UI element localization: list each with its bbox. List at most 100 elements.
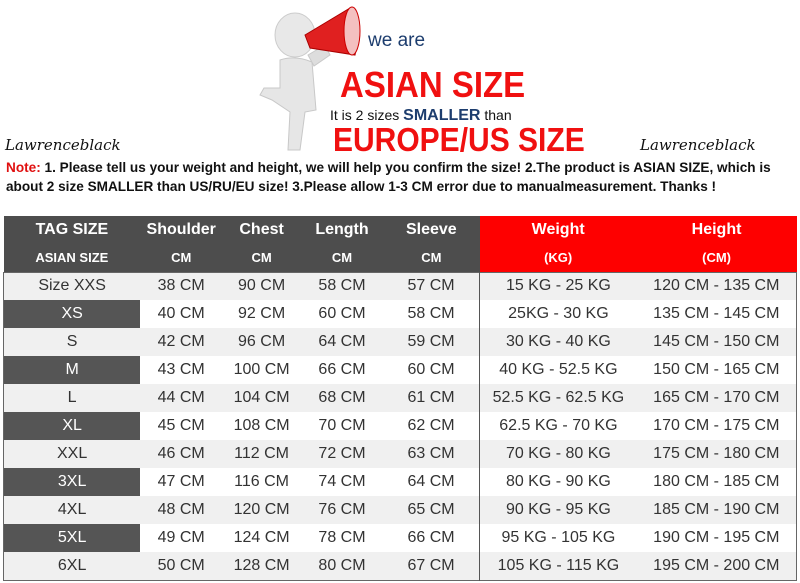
cell-sleeve: 60 CM (382, 356, 480, 384)
cell-shoulder: 40 CM (140, 300, 223, 328)
cell-shoulder: 43 CM (140, 356, 223, 384)
cell-length: 68 CM (301, 384, 383, 412)
header-tag-size: TAG SIZE (3, 216, 141, 244)
cell-height: 145 CM - 150 CM (636, 328, 797, 356)
cell-sleeve: 62 CM (382, 412, 480, 440)
cell-weight: 15 KG - 25 KG (479, 272, 637, 300)
cell-length: 80 CM (301, 552, 383, 580)
cell-chest: 104 CM (222, 384, 302, 412)
megaphone-figure-illustration (259, 6, 361, 151)
cell-height: 190 CM - 195 CM (636, 524, 797, 552)
table-row: 5XL 49 CM 124 CM 78 CM 66 CM 95 KG - 105 KG 19… (3, 524, 797, 552)
cell-chest: 128 CM (222, 552, 302, 580)
cell-length: 66 CM (301, 356, 383, 384)
cell-weight: 70 KG - 80 KG (479, 440, 637, 468)
cell-sleeve: 63 CM (382, 440, 480, 468)
table-row: XL 45 CM 108 CM 70 CM 62 CM 62.5 KG - 70 KG 17… (3, 412, 797, 440)
header-chest: Chest (222, 216, 302, 244)
header-sleeve: Sleeve (382, 216, 480, 244)
size-note: Note: 1. Please tell us your weight and … (6, 158, 796, 196)
cell-tag-size: S (3, 328, 141, 356)
header-tag-size: ASIAN SIZE (3, 244, 141, 272)
table-row: S 42 CM 96 CM 64 CM 59 CM 30 KG - 40 KG 145 CM… (3, 328, 797, 356)
cell-weight: 62.5 KG - 70 KG (479, 412, 637, 440)
header-sleeve: CM (382, 244, 480, 272)
cell-chest: 96 CM (222, 328, 302, 356)
cell-length: 78 CM (301, 524, 383, 552)
subtitle-pre: It is 2 sizes (330, 107, 400, 123)
cell-weight: 40 KG - 52.5 KG (479, 356, 637, 384)
cell-shoulder: 49 CM (140, 524, 223, 552)
cell-height: 195 CM - 200 CM (636, 552, 797, 580)
cell-shoulder: 42 CM (140, 328, 223, 356)
cell-shoulder: 48 CM (140, 496, 223, 524)
cell-weight: 90 KG - 95 KG (479, 496, 637, 524)
cell-tag-size: XS (3, 300, 141, 328)
cell-weight: 80 KG - 90 KG (479, 468, 637, 496)
cell-shoulder: 47 CM (140, 468, 223, 496)
brand-right: Lawrenceblack (640, 136, 756, 154)
cell-shoulder: 38 CM (140, 272, 223, 300)
cell-length: 60 CM (301, 300, 383, 328)
brand-left: Lawrenceblack (5, 136, 121, 154)
cell-length: 76 CM (301, 496, 383, 524)
cell-height: 150 CM - 165 CM (636, 356, 797, 384)
cell-shoulder: 44 CM (140, 384, 223, 412)
cell-chest: 120 CM (222, 496, 302, 524)
cell-tag-size: 6XL (3, 552, 141, 580)
cell-weight: 95 KG - 105 KG (479, 524, 637, 552)
header-weight: (KG) (479, 244, 637, 272)
europe-us-size-title: EUROPE/US SIZE (333, 122, 585, 159)
cell-chest: 124 CM (222, 524, 302, 552)
cell-chest: 116 CM (222, 468, 302, 496)
cell-height: 135 CM - 145 CM (636, 300, 797, 328)
table-row: XXL 46 CM 112 CM 72 CM 63 CM 70 KG - 80 KG 175… (3, 440, 797, 468)
table-row: L 44 CM 104 CM 68 CM 61 CM 52.5 KG - 62.5 KG 1… (3, 384, 797, 412)
cell-sleeve: 59 CM (382, 328, 480, 356)
cell-shoulder: 46 CM (140, 440, 223, 468)
cell-tag-size: 5XL (3, 524, 141, 552)
cell-height: 185 CM - 190 CM (636, 496, 797, 524)
header-shoulder: CM (140, 244, 223, 272)
cell-sleeve: 64 CM (382, 468, 480, 496)
note-text: 1. Please tell us your weight and height… (6, 160, 771, 194)
cell-length: 70 CM (301, 412, 383, 440)
cell-chest: 108 CM (222, 412, 302, 440)
header-row: ASIAN SIZE CM CM CM CM (KG) (CM) (3, 244, 797, 272)
header-row: TAG SIZE Shoulder Chest Length Sleeve Weight H… (3, 216, 797, 244)
cell-chest: 92 CM (222, 300, 302, 328)
cell-shoulder: 50 CM (140, 552, 223, 580)
we-are-text: we are (368, 30, 426, 51)
cell-tag-size: L (3, 384, 141, 412)
cell-chest: 112 CM (222, 440, 302, 468)
cell-height: 120 CM - 135 CM (636, 272, 797, 300)
cell-sleeve: 57 CM (382, 272, 480, 300)
cell-sleeve: 65 CM (382, 496, 480, 524)
cell-length: 72 CM (301, 440, 383, 468)
cell-tag-size: XXL (3, 440, 141, 468)
cell-height: 175 CM - 180 CM (636, 440, 797, 468)
header-shoulder: Shoulder (140, 216, 223, 244)
cell-length: 58 CM (301, 272, 383, 300)
cell-height: 180 CM - 185 CM (636, 468, 797, 496)
table-row: 6XL 50 CM 128 CM 80 CM 67 CM 105 KG - 115 KG 1… (3, 552, 797, 580)
table-row: XS 40 CM 92 CM 60 CM 58 CM 25KG - 30 KG 135 CM… (3, 300, 797, 328)
cell-sleeve: 61 CM (382, 384, 480, 412)
table-row: 4XL 48 CM 120 CM 76 CM 65 CM 90 KG - 95 KG 185… (3, 496, 797, 524)
cell-height: 165 CM - 170 CM (636, 384, 797, 412)
cell-weight: 105 KG - 115 KG (479, 552, 637, 580)
cell-tag-size: 4XL (3, 496, 141, 524)
cell-tag-size: 3XL (3, 468, 141, 496)
cell-shoulder: 45 CM (140, 412, 223, 440)
cell-sleeve: 67 CM (382, 552, 480, 580)
cell-length: 64 CM (301, 328, 383, 356)
subtitle-emphasis: SMALLER (403, 107, 481, 124)
cell-sleeve: 58 CM (382, 300, 480, 328)
cell-weight: 30 KG - 40 KG (479, 328, 637, 356)
header-height: (CM) (636, 244, 797, 272)
subtitle: It is 2 sizes SMALLER than (330, 107, 512, 125)
size-chart-table: TAG SIZE Shoulder Chest Length Sleeve Weight H… (3, 216, 797, 581)
subtitle-post: than (484, 107, 512, 123)
header-length: CM (301, 244, 383, 272)
header-weight: Weight (479, 216, 637, 244)
